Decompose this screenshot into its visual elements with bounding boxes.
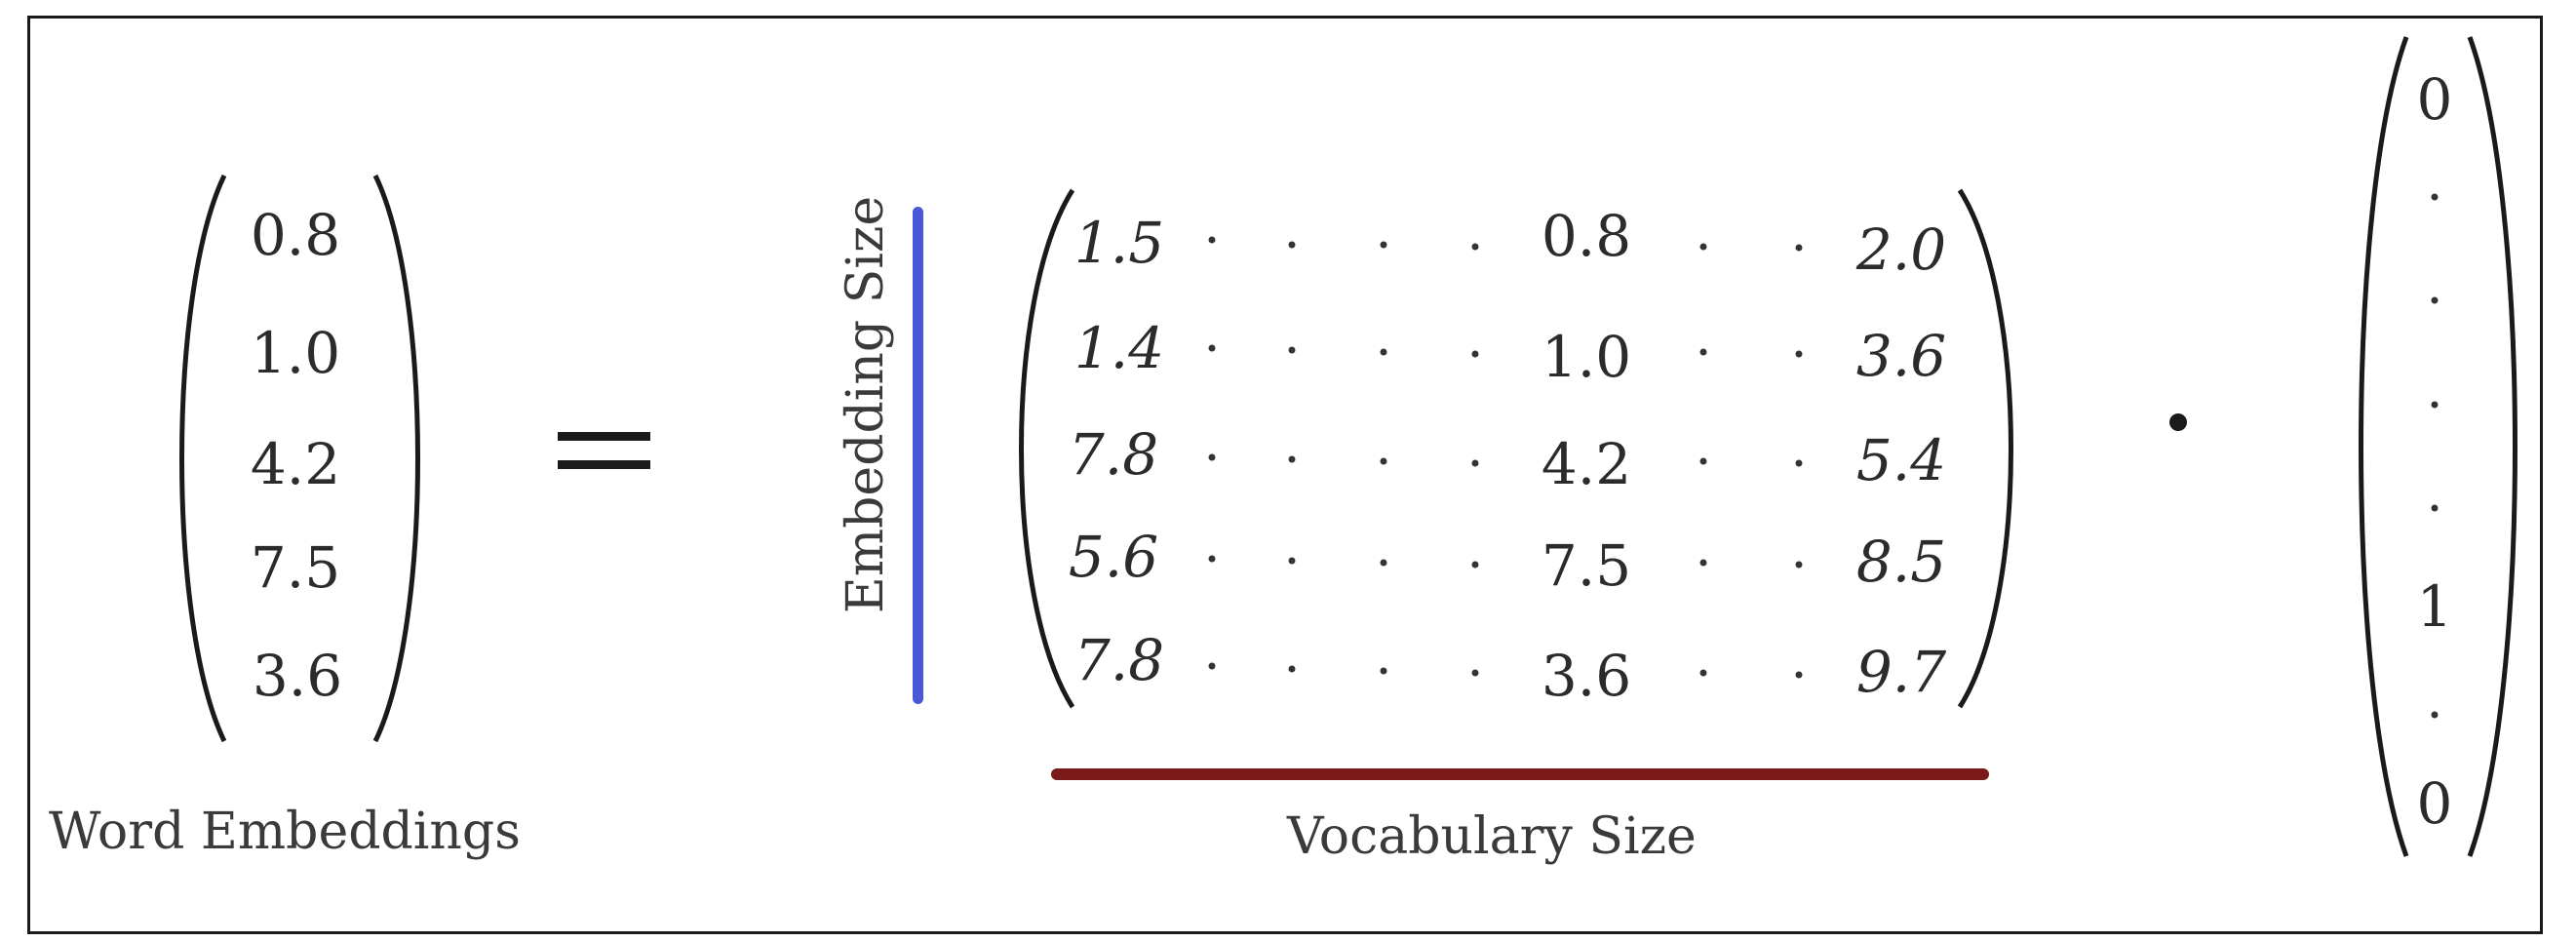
ellipsis-dot <box>1208 555 1216 563</box>
ellipsis-dot <box>1208 662 1216 670</box>
ellipsis-dot <box>2431 401 2439 409</box>
ellipsis-dot <box>1471 561 1479 569</box>
ellipsis-dot <box>1288 455 1296 463</box>
ellipsis-dot <box>1380 348 1387 356</box>
matrix-cell: 3.6 <box>1855 323 1947 389</box>
left-vector-close-paren <box>372 174 420 743</box>
ellipsis-dot <box>2431 504 2439 512</box>
ellipsis-dot <box>2431 193 2439 201</box>
ellipsis-dot <box>1471 669 1479 677</box>
ellipsis-dot <box>1795 459 1803 467</box>
embedding-size-bar <box>913 207 923 704</box>
ellipsis-dot <box>1699 348 1707 356</box>
matrix-cell: 9.7 <box>1855 639 1947 705</box>
matrix-cell: 2.0 <box>1855 216 1947 283</box>
ellipsis-dot <box>1288 241 1296 249</box>
ellipsis-dot <box>1208 236 1216 244</box>
ellipsis-dot <box>1380 667 1387 675</box>
diagram-frame <box>27 16 2543 934</box>
left-vector-value: 3.6 <box>252 643 343 709</box>
vocabulary-size-bar <box>1051 768 1989 780</box>
ellipsis-dot <box>2431 296 2439 304</box>
matrix-open-paren <box>1019 188 1075 709</box>
one-hot-close-paren <box>2467 36 2517 857</box>
matrix-close-paren <box>1957 188 2013 709</box>
left-vector-open-paren <box>179 174 227 743</box>
ellipsis-dot <box>1795 350 1803 358</box>
left-vector-value: 7.5 <box>250 534 341 601</box>
ellipsis-dot <box>1795 244 1803 252</box>
left-vector-value: 0.8 <box>250 202 341 268</box>
matrix-cell: 3.6 <box>1541 643 1632 709</box>
ellipsis-dot <box>1471 459 1479 467</box>
left-vector-value: 4.2 <box>250 431 341 497</box>
matrix-cell: 7.5 <box>1541 532 1632 599</box>
one-hot-value: 1 <box>2416 573 2453 640</box>
ellipsis-dot <box>1208 453 1216 461</box>
matrix-cell: 1.5 <box>1073 210 1165 276</box>
one-hot-open-paren <box>2359 36 2409 857</box>
ellipsis-dot <box>1380 241 1387 249</box>
matrix-cell: 8.5 <box>1855 529 1947 595</box>
ellipsis-dot <box>1699 457 1707 465</box>
ellipsis-dot <box>1795 671 1803 679</box>
ellipsis-dot <box>1699 669 1707 677</box>
word-embeddings-caption: Word Embeddings <box>49 803 521 861</box>
ellipsis-dot <box>2431 711 2439 719</box>
matrix-cell: 7.8 <box>1068 421 1159 488</box>
matrix-cell: 5.6 <box>1068 524 1159 590</box>
matrix-cell: 0.8 <box>1541 203 1632 269</box>
embedding-size-label: Embedding Size <box>837 195 895 614</box>
left-vector-value: 1.0 <box>250 320 341 386</box>
matrix-cell: 7.8 <box>1073 627 1165 693</box>
matrix-cell: 5.4 <box>1855 427 1947 493</box>
vocabulary-size-label: Vocabulary Size <box>1287 807 1697 866</box>
ellipsis-dot <box>1208 344 1216 352</box>
ellipsis-dot <box>1288 346 1296 354</box>
ellipsis-dot <box>1471 243 1479 251</box>
one-hot-value: 0 <box>2416 770 2453 837</box>
ellipsis-dot <box>1288 557 1296 565</box>
matrix-cell: 1.0 <box>1541 324 1632 390</box>
ellipsis-dot <box>1288 665 1296 673</box>
ellipsis-dot <box>1380 457 1387 465</box>
ellipsis-dot <box>1699 559 1707 567</box>
one-hot-value: 0 <box>2416 66 2453 133</box>
ellipsis-dot <box>1380 559 1387 567</box>
ellipsis-dot <box>1795 561 1803 569</box>
matrix-cell: 1.4 <box>1073 315 1165 381</box>
ellipsis-dot <box>1471 350 1479 358</box>
matrix-cell: 4.2 <box>1541 431 1632 497</box>
ellipsis-dot <box>1699 243 1707 251</box>
dot-product-operator <box>2169 413 2187 431</box>
